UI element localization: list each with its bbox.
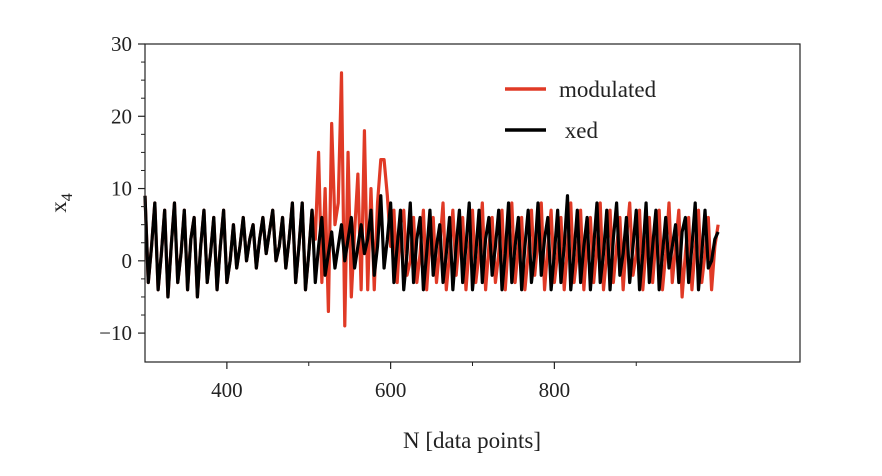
series-line-modulated [143,71,720,328]
y-tick-label: 10 [111,177,132,201]
x-axis-label: N [data points] [403,428,541,453]
series-line-xed [143,194,720,299]
y-tick-label: 0 [122,249,133,273]
y-axis-label-group: x4 [46,193,76,213]
y-axis-label-main: x [46,201,71,213]
series-layer [143,71,720,328]
x-tick-label: 800 [539,378,571,402]
ticks-layer: 400 600 800 −10 0 10 20 30 [99,32,637,402]
plot-frame [144,43,801,363]
x-tick-label: 400 [211,378,243,402]
x-tick-label: 600 [375,378,407,402]
y-axis-label: x4 [46,193,76,213]
legend-label-modulated: modulated [559,77,657,102]
y-tick-label: 30 [111,32,132,56]
y-tick-label: −10 [99,321,132,345]
y-tick-label: 20 [111,104,132,128]
legend-label-xed: xed [559,118,598,143]
legend: modulated xed [505,77,657,143]
y-axis-label-subscript: 4 [59,193,76,201]
